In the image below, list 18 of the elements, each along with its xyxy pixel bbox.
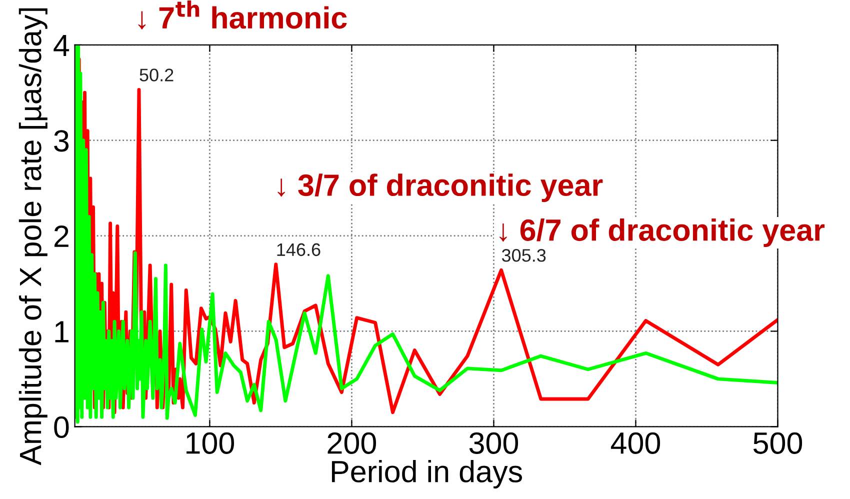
y-tick-label: 3 <box>54 130 69 152</box>
x-tick-label: 500 <box>753 432 802 454</box>
text: ↓ 7$^{th}$ harmonic <box>138 0 347 30</box>
x-tick-label: 300 <box>469 432 518 454</box>
y-tick-label: 4 <box>54 34 70 56</box>
x-tick-label: 200 <box>328 432 376 454</box>
y-axis-title: Amplitude of X pole rate [µas/day] <box>18 8 48 466</box>
y-tick-label: 2 <box>54 226 68 247</box>
x-tick-label: 100 <box>186 432 234 454</box>
annotation: 305.3 <box>502 249 546 262</box>
y-tick-label: 1 <box>55 321 68 342</box>
x-tick-label: 400 <box>610 432 660 454</box>
annotation: 50.2 <box>140 68 174 82</box>
annotation: 146.6 <box>277 243 320 256</box>
x-axis-title: Period in days <box>332 460 522 488</box>
annotation: ↓ 6/7 of draconitic year <box>500 218 825 248</box>
annotation: ↓ 3/7 of draconitic year <box>278 174 603 202</box>
y-tick-label: 0 <box>54 416 69 438</box>
